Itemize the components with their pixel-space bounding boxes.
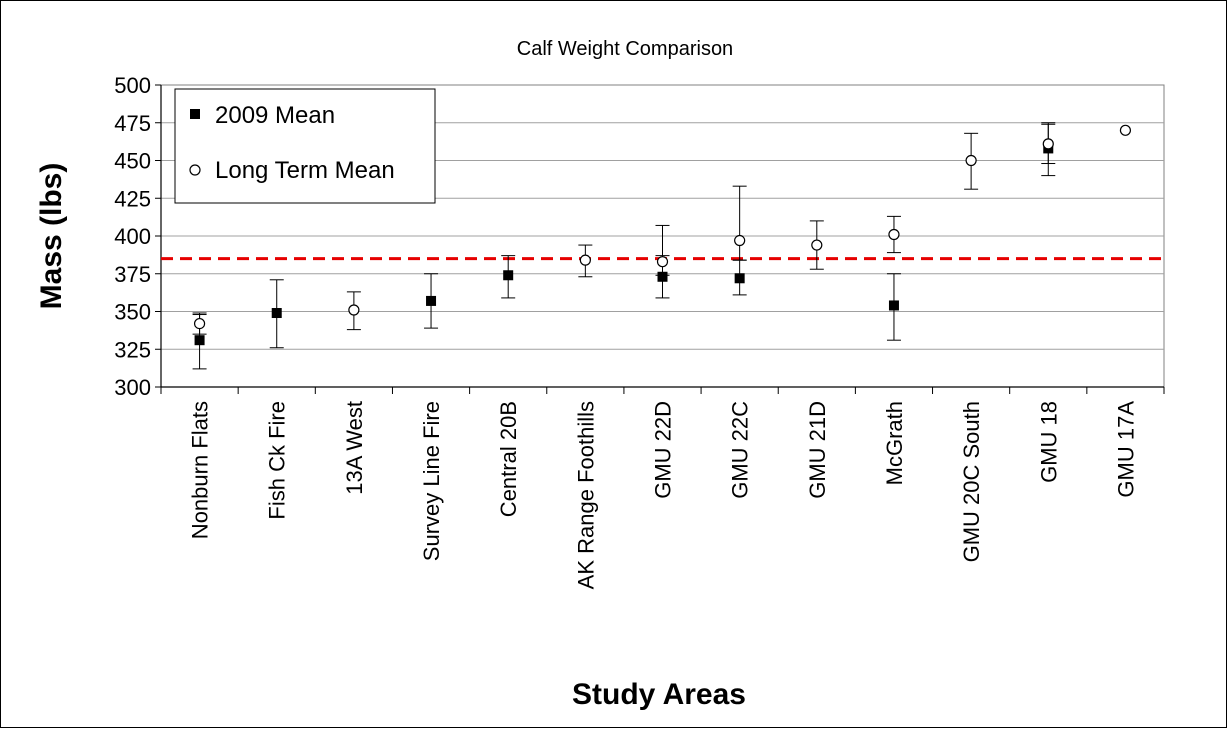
- x-tick-label-2: 13A West: [342, 401, 367, 495]
- x-tick-label-1: Fish Ck Fire: [265, 401, 290, 520]
- legend-marker-long-term-mean: [189, 164, 201, 176]
- x-tick-label-12: GMU 17A: [1113, 401, 1138, 498]
- x-tick-label-9: McGrath: [882, 401, 907, 485]
- point-2009-mean-4: [503, 270, 514, 281]
- point-long-term-mean-0: [193, 317, 206, 330]
- x-tick-label-10: GMU 20C South: [959, 401, 984, 562]
- y-axis-title: Mass (lbs): [35, 163, 68, 310]
- legend-marker-2009-mean: [190, 109, 200, 119]
- point-2009-mean-9: [888, 300, 899, 311]
- point-2009-mean-3: [426, 295, 437, 306]
- point-2009-mean-0: [194, 335, 205, 346]
- point-2009-mean-1: [271, 308, 282, 319]
- x-tick-label-8: GMU 21D: [805, 401, 830, 499]
- point-long-term-mean-5: [579, 254, 591, 266]
- y-tick-label-300: 300: [114, 375, 151, 400]
- x-tick-label-7: GMU 22C: [728, 401, 753, 499]
- y-tick-label-325: 325: [114, 337, 151, 362]
- x-tick-label-4: Central 20B: [496, 401, 521, 517]
- point-long-term-mean-12: [1119, 124, 1132, 136]
- point-long-term-mean-11: [1042, 138, 1054, 150]
- y-tick-label-500: 500: [114, 73, 151, 98]
- point-2009-mean-6: [657, 271, 668, 282]
- legend-label-2009-mean: 2009 Mean: [215, 102, 335, 129]
- point-long-term-mean-6: [656, 256, 669, 268]
- y-tick-label-425: 425: [114, 186, 151, 211]
- data-marks: [192, 122, 1132, 370]
- x-axis-title: Study Areas: [572, 678, 746, 711]
- point-long-term-mean-7: [734, 234, 746, 247]
- y-tick-label-475: 475: [114, 111, 151, 136]
- point-long-term-mean-10: [965, 154, 977, 167]
- y-tick-label-450: 450: [114, 149, 151, 174]
- y-tick-label-375: 375: [114, 262, 151, 287]
- point-2009-mean-7: [734, 273, 745, 284]
- axes: 300 325 350 375 400 425 450 475 500 Nonburn Flats…: [114, 73, 1165, 589]
- x-tick-label-11: GMU 18: [1036, 401, 1061, 483]
- chart-title: Calf Weight Comparison: [517, 38, 733, 60]
- legend-label-long-term-mean: Long Term Mean: [215, 157, 395, 184]
- point-long-term-mean-8: [811, 239, 823, 251]
- y-tick-label-400: 400: [114, 224, 151, 249]
- x-tick-label-0: Nonburn Flats: [188, 401, 213, 539]
- x-tick-label-3: Survey Line Fire: [419, 401, 444, 561]
- point-long-term-mean-9: [888, 228, 900, 241]
- legend-box: [174, 88, 436, 204]
- x-tick-label-5: AK Range Foothills: [573, 401, 598, 589]
- y-tick-label-350: 350: [114, 300, 151, 325]
- legend: 2009 Mean Long Term Mean: [174, 88, 436, 204]
- point-long-term-mean-2: [348, 304, 360, 316]
- x-tick-label-6: GMU 22D: [651, 401, 676, 499]
